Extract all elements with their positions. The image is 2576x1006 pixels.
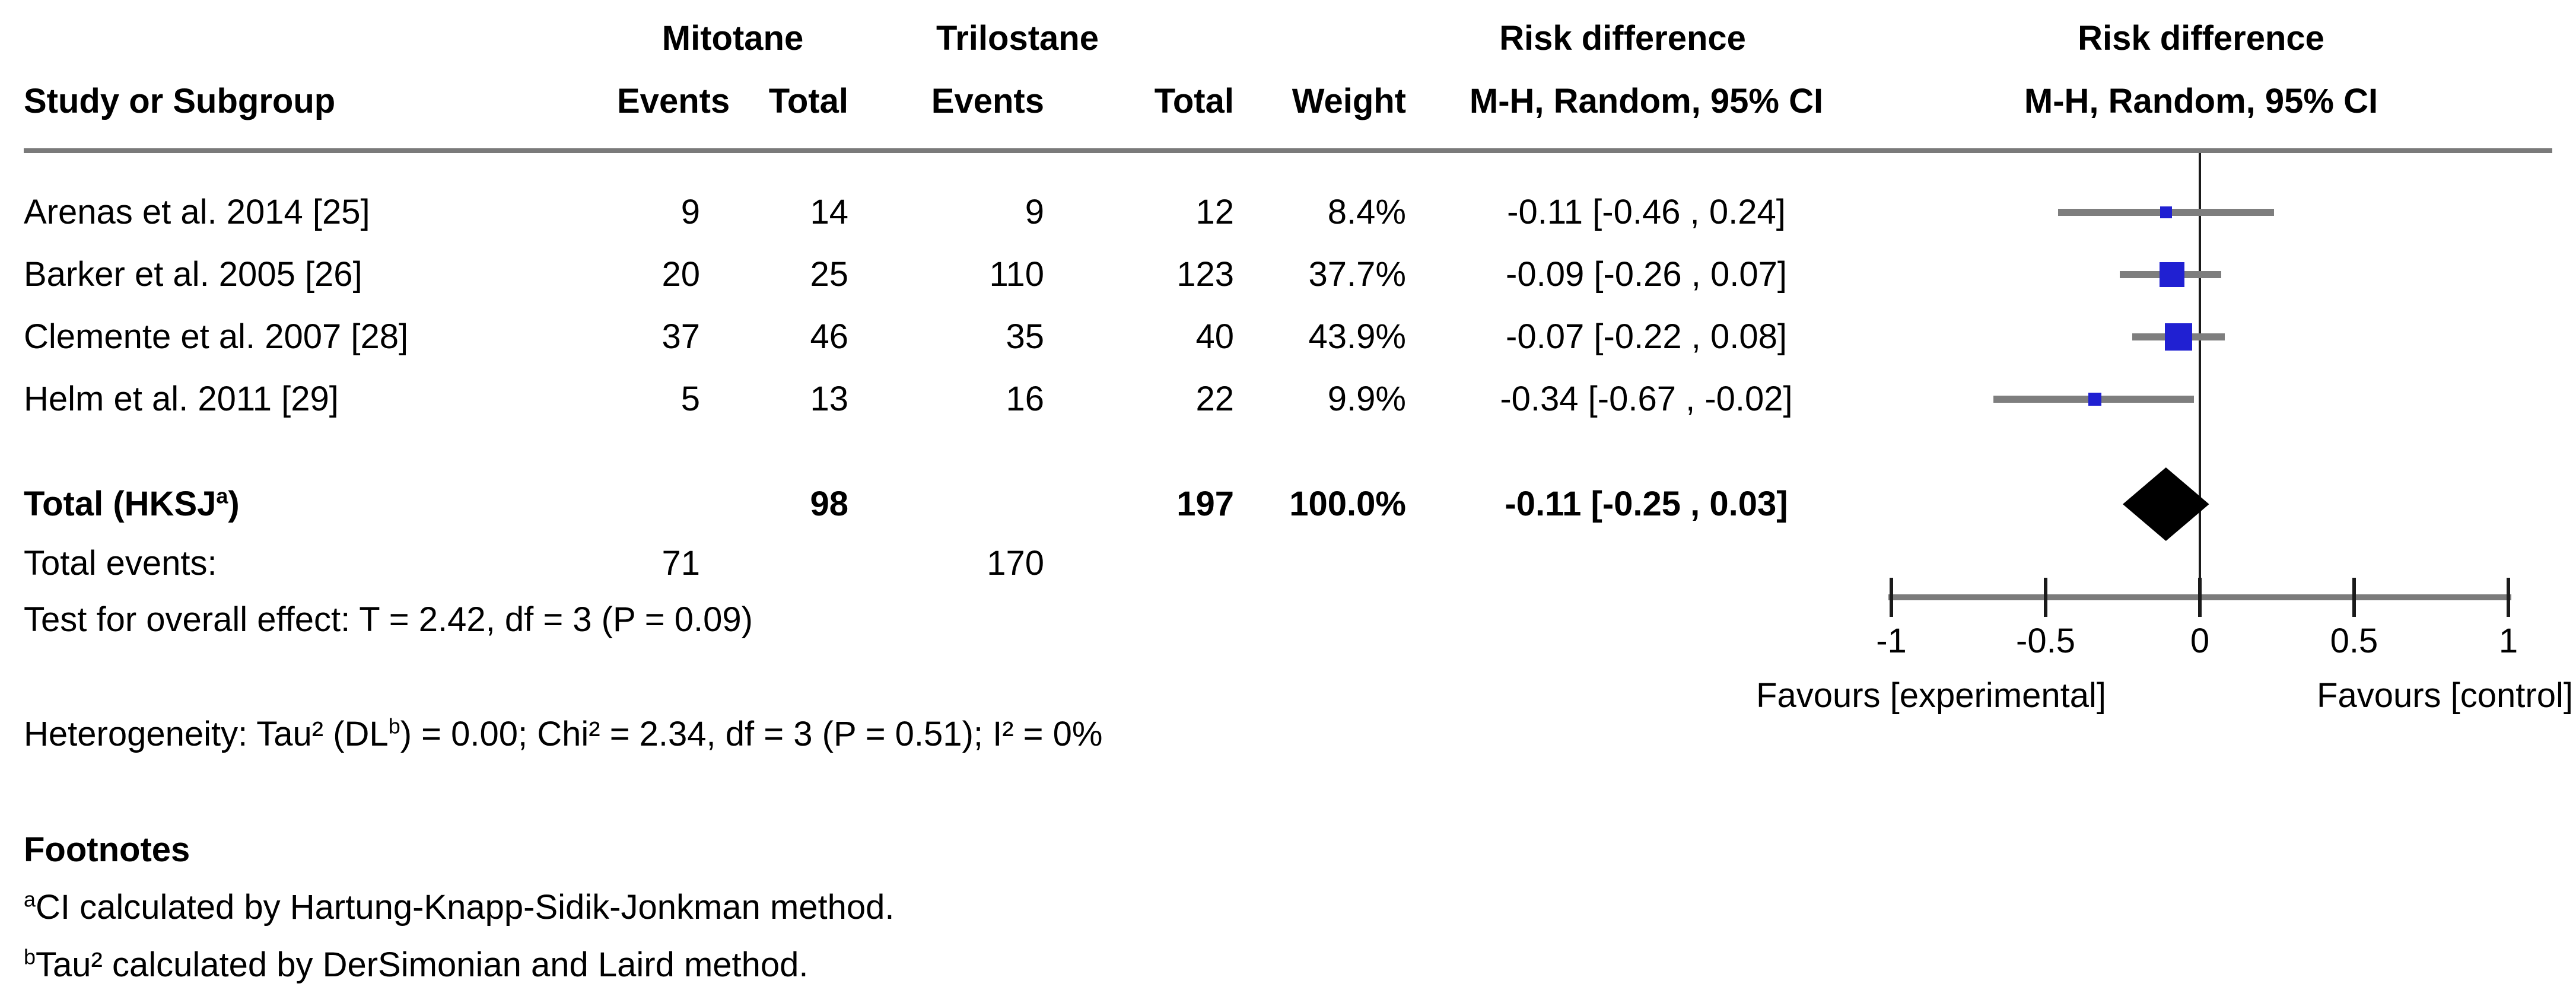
total-trilostane-total: 197	[1176, 485, 1234, 523]
study-name: Clemente et al. 2007 [28]	[24, 317, 409, 356]
effect-square	[2160, 206, 2172, 218]
axis-tick	[2198, 578, 2202, 617]
heterogeneity-text: Heterogeneity: Tau² (DLb) = 0.00; Chi² =…	[24, 714, 1103, 753]
table-row-barker: Barker et al. 2005 [26] 20 25 110 123 37…	[0, 255, 1887, 294]
trilostane-group-header: Trilostane	[936, 19, 1099, 58]
col-header-ci: M-H, Random, 95% CI	[1469, 82, 1824, 120]
total-weight: 100.0%	[1289, 485, 1406, 523]
effect-square	[2164, 323, 2192, 351]
trilostane-total: 12	[1195, 193, 1234, 231]
ci-text: -0.34 [-0.67 , -0.02]	[1500, 380, 1793, 418]
footnote-a-marker: a	[24, 887, 36, 912]
header-rule	[24, 148, 2552, 153]
weight: 9.9%	[1327, 380, 1406, 418]
footnote-b-marker: b	[24, 944, 36, 969]
ci-text: -0.11 [-0.46 , 0.24]	[1507, 193, 1786, 231]
effect-square	[2088, 393, 2102, 406]
col-header-weight: Weight	[1292, 82, 1406, 120]
study-name: Helm et al. 2011 [29]	[24, 380, 339, 418]
weight: 37.7%	[1308, 255, 1406, 294]
table-row-helm: Helm et al. 2011 [29] 5 13 16 22 9.9% -0…	[0, 380, 1887, 419]
risk-difference-plot-header: Risk difference	[2078, 19, 2324, 58]
col-header-trilostane-total: Total	[1154, 82, 1234, 120]
trilostane-total: 22	[1195, 380, 1234, 418]
total-events-trilostane: 170	[987, 544, 1044, 582]
table-row-clemente: Clemente et al. 2007 [28] 37 46 35 40 43…	[0, 317, 1887, 356]
footnotes-title: Footnotes	[24, 830, 190, 869]
trilostane-events: 9	[1025, 193, 1044, 231]
axis-tick	[2352, 578, 2356, 617]
footnote-a: aCI calculated by Hartung-Knapp-Sidik-Jo…	[24, 887, 895, 927]
total-events-mitotane: 71	[662, 544, 700, 582]
trilostane-events: 35	[1006, 317, 1044, 356]
favours-left-label: Favours [experimental]	[1756, 676, 2106, 715]
axis-tick	[2044, 578, 2047, 617]
axis-line	[1888, 594, 2511, 600]
mitotane-total: 14	[810, 193, 848, 231]
axis-tick-label: 1	[2498, 622, 2518, 660]
col-header-ci-plot: M-H, Random, 95% CI	[2024, 82, 2378, 120]
total-ci-text: -0.11 [-0.25 , 0.03]	[1505, 485, 1788, 523]
total-row: Total (HKSJa) 98 197 100.0% -0.11 [-0.25…	[0, 485, 1887, 524]
total-diamond	[2123, 467, 2209, 541]
mitotane-events: 9	[680, 193, 700, 231]
total-events-row: Total events: 71 170	[0, 544, 1887, 583]
mitotane-events: 5	[680, 380, 700, 418]
trilostane-events: 16	[1006, 380, 1044, 418]
study-name: Arenas et al. 2014 [25]	[24, 193, 370, 231]
total-mitotane-total: 98	[810, 485, 848, 523]
ci-line	[2132, 333, 2225, 340]
overall-effect-text: Test for overall effect: T = 2.42, df = …	[24, 600, 753, 639]
weight: 8.4%	[1327, 193, 1406, 231]
ci-text: -0.09 [-0.26 , 0.07]	[1506, 255, 1787, 294]
zero-line	[2199, 153, 2201, 598]
mitotane-total: 13	[810, 380, 848, 418]
risk-difference-text-header: Risk difference	[1499, 19, 1746, 58]
mitotane-total: 46	[810, 317, 848, 356]
col-header-study: Study or Subgroup	[24, 82, 336, 120]
axis-tick-label: -1	[1876, 622, 1907, 660]
col-header-trilostane-events: Events	[931, 82, 1044, 120]
total-events-label: Total events:	[24, 544, 217, 582]
trilostane-total: 40	[1195, 317, 1234, 356]
trilostane-total: 123	[1176, 255, 1234, 294]
weight: 43.9%	[1308, 317, 1406, 356]
ci-line	[1993, 396, 2194, 403]
ci-line	[2057, 209, 2274, 216]
axis-tick	[1890, 578, 1893, 617]
ci-line	[2119, 271, 2222, 278]
study-name: Barker et al. 2005 [26]	[24, 255, 362, 294]
column-header-row: Study or Subgroup Events Total Events To…	[0, 82, 1887, 121]
mitotane-events: 37	[662, 317, 700, 356]
heterogeneity-footnote-marker: b	[388, 714, 400, 738]
axis-tick-label: -0.5	[2016, 622, 2075, 660]
col-header-mitotane-total: Total	[768, 82, 848, 120]
axis-tick-label: 0	[2190, 622, 2210, 660]
table-row-arenas: Arenas et al. 2014 [25] 9 14 9 12 8.4% -…	[0, 193, 1887, 232]
mitotane-total: 25	[810, 255, 848, 294]
axis-tick	[2507, 578, 2510, 617]
mitotane-group-header: Mitotane	[662, 19, 804, 58]
total-footnote-marker: a	[216, 483, 228, 508]
ci-text: -0.07 [-0.22 , 0.08]	[1506, 317, 1787, 356]
axis-tick-label: 0.5	[2330, 622, 2378, 660]
mitotane-events: 20	[662, 255, 700, 294]
trilostane-events: 110	[989, 255, 1044, 294]
favours-right-label: Favours [control]	[2317, 676, 2573, 715]
col-header-mitotane-events: Events	[617, 82, 730, 120]
effect-square	[2160, 262, 2185, 287]
footnote-b: bTau² calculated by DerSimonian and Lair…	[24, 944, 809, 984]
total-label: Total (HKSJa)	[24, 483, 240, 523]
